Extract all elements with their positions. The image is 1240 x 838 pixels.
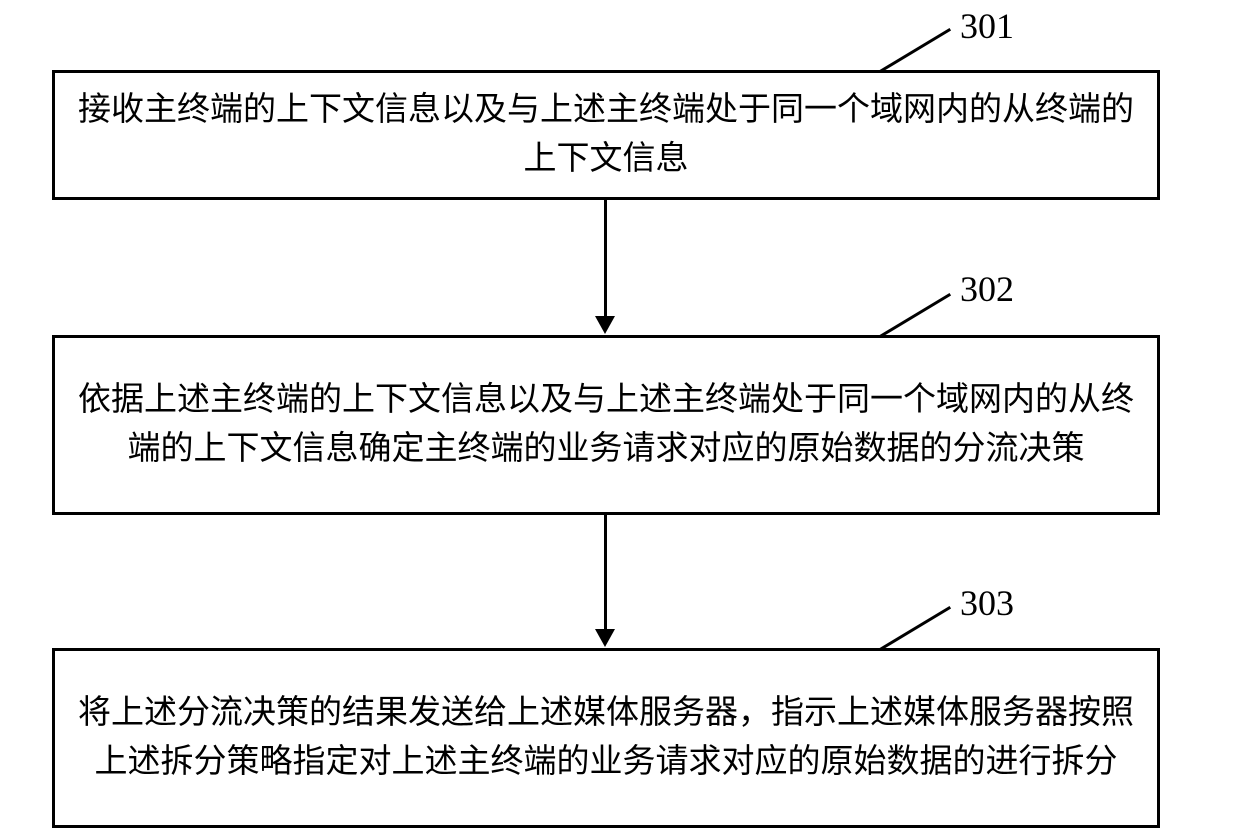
flow-node-303: 将上述分流决策的结果发送给上述媒体服务器，指示上述媒体服务器按照上述拆分策略指定… — [52, 648, 1160, 828]
label-text-303: 303 — [960, 583, 1014, 623]
arrow-line-2 — [604, 515, 607, 631]
flow-node-301: 接收主终端的上下文信息以及与上述主终端处于同一个域网内的从终端的上下文信息 — [52, 70, 1160, 200]
leader-line-301 — [879, 28, 951, 73]
node-text-302: 依据上述主终端的上下文信息以及与上述主终端处于同一个域网内的从终端的上下文信息确… — [75, 376, 1137, 475]
node-text-301: 接收主终端的上下文信息以及与上述主终端处于同一个域网内的从终端的上下文信息 — [75, 86, 1137, 185]
arrow-line-1 — [604, 200, 607, 318]
flow-node-302: 依据上述主终端的上下文信息以及与上述主终端处于同一个域网内的从终端的上下文信息确… — [52, 335, 1160, 515]
label-text-302: 302 — [960, 269, 1014, 309]
leader-line-303 — [879, 606, 951, 651]
leader-line-302 — [879, 293, 951, 338]
arrow-head-2 — [595, 629, 615, 647]
node-label-301: 301 — [960, 5, 1014, 47]
node-label-302: 302 — [960, 268, 1014, 310]
node-label-303: 303 — [960, 582, 1014, 624]
label-text-301: 301 — [960, 6, 1014, 46]
flowchart-container: 301 接收主终端的上下文信息以及与上述主终端处于同一个域网内的从终端的上下文信… — [0, 0, 1240, 838]
node-text-303: 将上述分流决策的结果发送给上述媒体服务器，指示上述媒体服务器按照上述拆分策略指定… — [75, 689, 1137, 788]
arrow-head-1 — [595, 316, 615, 334]
